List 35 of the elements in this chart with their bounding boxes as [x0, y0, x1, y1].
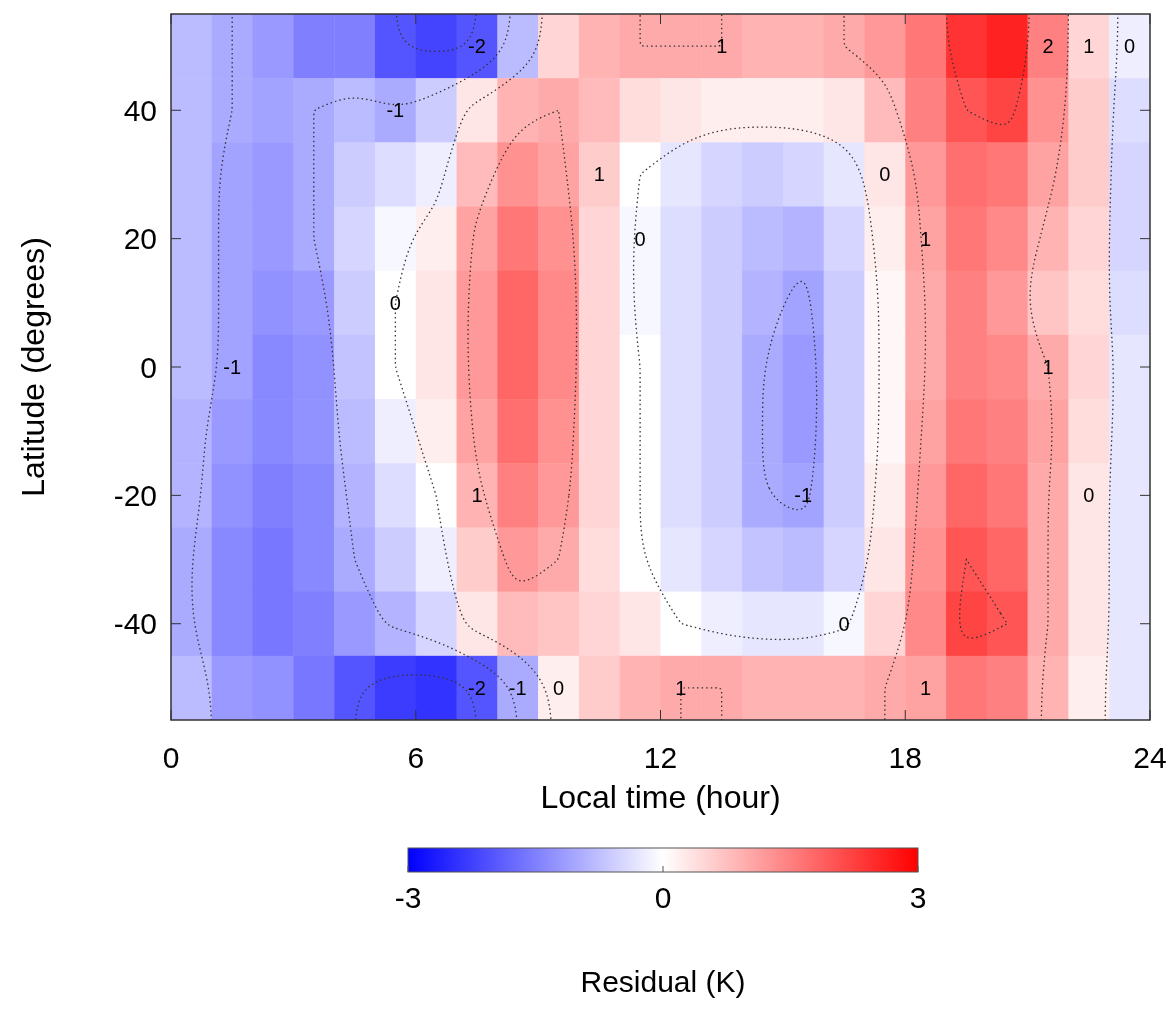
x-tick-label: 6 — [407, 741, 425, 774]
color-bar-label: 0 — [654, 881, 672, 914]
y-tick-label: 40 — [123, 93, 157, 127]
x-tick-label: 0 — [162, 741, 180, 774]
data-label: 1 — [716, 35, 728, 58]
data-label: 2 — [1042, 35, 1054, 58]
x-tick-label: 12 — [643, 741, 678, 774]
data-label: 0 — [552, 676, 565, 699]
data-label: 1 — [920, 227, 932, 250]
data-label: 0 — [1124, 35, 1136, 58]
y-axis-title: Latitude (degrees) — [15, 237, 51, 497]
data-label: -1 — [386, 99, 405, 122]
data-label: 1 — [471, 484, 483, 507]
data-label: 1 — [593, 163, 605, 186]
data-label: -2 — [468, 676, 486, 699]
color-bar-label: 3 — [909, 881, 927, 914]
x-tick-label: 24 — [1133, 741, 1167, 774]
x-tick-label: 18 — [888, 741, 922, 774]
data-label: -1 — [223, 356, 242, 378]
data-label: 0 — [389, 291, 401, 314]
x-axis-title: Local time (hour) — [540, 779, 781, 815]
color-bar-label: -3 — [394, 881, 422, 914]
data-label: -1 — [508, 676, 527, 699]
data-label: 1 — [920, 676, 932, 699]
data-label: 1 — [1083, 35, 1095, 58]
data-label: 1 — [1042, 356, 1054, 378]
y-tick-label: 0 — [140, 350, 157, 384]
y-tick-label: -40 — [113, 607, 157, 641]
color-bar-title: Residual (K) — [580, 965, 746, 998]
data-label: 0 — [1083, 484, 1095, 507]
data-label: -2 — [468, 35, 486, 58]
y-tick-label: 20 — [123, 222, 157, 256]
data-label: 1 — [675, 676, 687, 699]
y-tick-label: -20 — [113, 478, 157, 512]
data-label: 0 — [879, 163, 891, 186]
